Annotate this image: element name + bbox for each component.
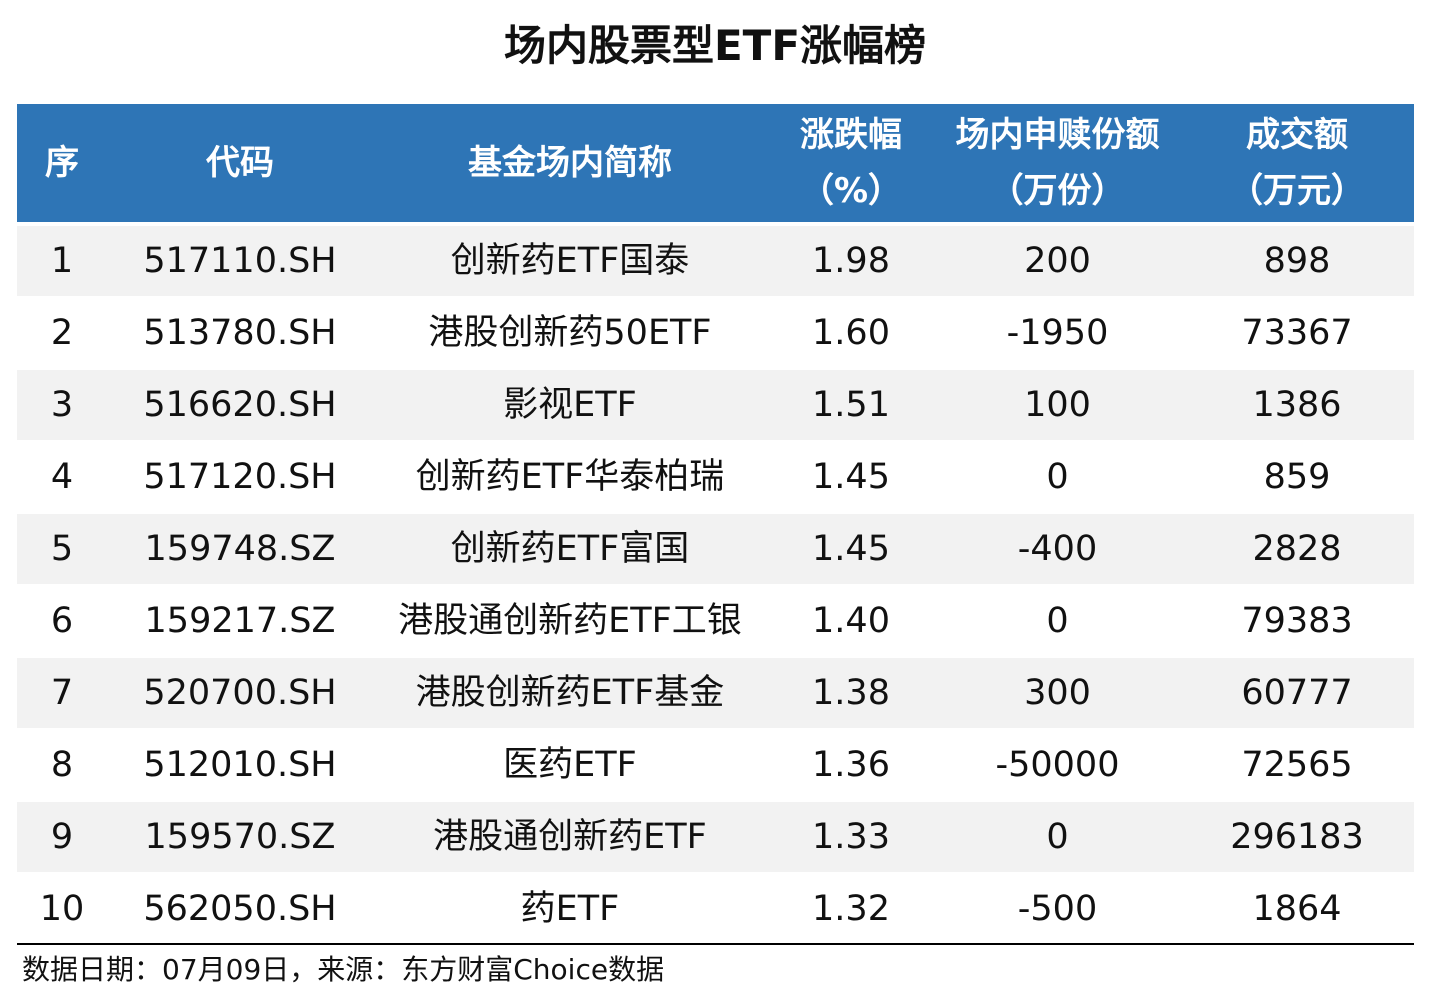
table-row: 8 512010.SH 医药ETF 1.36 -50000 72565 (17, 730, 1414, 800)
table-rule (17, 943, 1414, 945)
table-cell: 创新药ETF华泰柏瑞 (415, 457, 725, 497)
header-text: 成交额 (1246, 115, 1348, 155)
table-cell: 516620.SH (143, 385, 337, 425)
table-cell: -500 (1017, 889, 1098, 929)
table-header: 序 代码 基金场内简称 涨跌幅 （%） 场内申赎份额 （万份） 成交额 （万元） (17, 104, 1414, 222)
table-cell: -50000 (995, 745, 1120, 785)
table-cell: 79383 (1241, 601, 1353, 641)
table-cell: 300 (1024, 673, 1091, 713)
table-cell: 100 (1024, 385, 1091, 425)
table-cell: 1386 (1252, 385, 1342, 425)
table-cell: 港股创新药50ETF (428, 313, 712, 353)
table-cell: 0 (1046, 817, 1069, 857)
table-cell: 60777 (1241, 673, 1353, 713)
table-cell: 0 (1046, 601, 1069, 641)
table-cell: 1.40 (812, 601, 890, 641)
table-row: 1 517110.SH 创新药ETF国泰 1.98 200 898 (17, 226, 1414, 296)
table-cell: 9 (50, 817, 74, 857)
table-cell: 73367 (1241, 313, 1353, 353)
table-cell: 7 (50, 673, 74, 713)
header-cell: 基金场内简称 (373, 104, 767, 222)
table-cell: 1864 (1252, 889, 1342, 929)
table-cell: 72565 (1241, 745, 1353, 785)
header-text: （万元） (1229, 171, 1365, 211)
table-cell: 512010.SH (143, 745, 337, 785)
footer-note: 数据日期：07月09日，来源：东方财富Choice数据 (22, 953, 665, 986)
table-cell: 医药ETF (503, 745, 637, 785)
table-cell: 2 (50, 313, 74, 353)
table-cell: 创新药ETF国泰 (450, 241, 690, 281)
header-text: （%） (799, 171, 903, 211)
table-cell: 1.60 (812, 313, 890, 353)
table-cell: 200 (1024, 241, 1091, 281)
table-cell: 4 (50, 457, 74, 497)
table-cell: 562050.SH (143, 889, 337, 929)
table-cell: 港股通创新药ETF工银 (398, 601, 742, 641)
table-cell: 517110.SH (143, 241, 337, 281)
header-text: 基金场内简称 (468, 143, 672, 183)
table-cell: 药ETF (520, 889, 620, 929)
table-cell: 2828 (1252, 529, 1342, 569)
table-cell: 3 (50, 385, 74, 425)
table-cell: 0 (1046, 457, 1069, 497)
header-cell: 涨跌幅 （%） (767, 104, 935, 222)
table-cell: 1 (50, 241, 74, 281)
table-cell: 1.32 (812, 889, 890, 929)
table-row: 9 159570.SZ 港股通创新药ETF 1.33 0 296183 (17, 802, 1414, 872)
header-text: 代码 (206, 143, 274, 183)
table-row: 5 159748.SZ 创新药ETF富国 1.45 -400 2828 (17, 514, 1414, 584)
table-cell: 港股通创新药ETF (433, 817, 707, 857)
header-text: 场内申赎份额 (955, 115, 1160, 155)
header-cell: 场内申赎份额 （万份） (935, 104, 1180, 222)
table-cell: 1.51 (812, 385, 890, 425)
table-cell: 1.98 (812, 241, 890, 281)
header-cell: 代码 (107, 104, 373, 222)
header-text: 涨跌幅 (800, 115, 902, 155)
table-cell: 港股创新药ETF基金 (415, 673, 725, 713)
header-text: 序 (45, 143, 79, 183)
table-cell: -400 (1017, 529, 1098, 569)
table-row: 3 516620.SH 影视ETF 1.51 100 1386 (17, 370, 1414, 440)
table-cell: 1.36 (812, 745, 890, 785)
table-cell: 1.38 (812, 673, 890, 713)
table-row: 4 517120.SH 创新药ETF华泰柏瑞 1.45 0 859 (17, 442, 1414, 512)
table-cell: 1.45 (812, 529, 890, 569)
table-cell: 影视ETF (503, 385, 637, 425)
title: 场内股票型ETF涨幅榜 (503, 21, 927, 70)
table-cell: 159748.SZ (144, 529, 336, 569)
header-text: （万份） (989, 171, 1126, 211)
table-cell: 1.45 (812, 457, 890, 497)
table-row: 2 513780.SH 港股创新药50ETF 1.60 -1950 73367 (17, 298, 1414, 368)
table-cell: 6 (50, 601, 74, 641)
header-cell: 序 (17, 104, 107, 222)
table-cell: 859 (1263, 457, 1331, 497)
table-cell: 创新药ETF富国 (450, 529, 690, 569)
table-row: 7 520700.SH 港股创新药ETF基金 1.38 300 60777 (17, 658, 1414, 728)
table-cell: 1.33 (812, 817, 890, 857)
table-cell: 5 (50, 529, 74, 569)
table-cell: 10 (39, 889, 85, 929)
table-cell: 513780.SH (143, 313, 337, 353)
table-cell: 520700.SH (143, 673, 337, 713)
table-row: 6 159217.SZ 港股通创新药ETF工银 1.40 0 79383 (17, 586, 1414, 656)
table-cell: 898 (1263, 241, 1331, 281)
table-cell: 8 (50, 745, 74, 785)
table-cell: -1950 (1006, 313, 1109, 353)
table-cell: 159217.SZ (144, 601, 336, 641)
header-cell: 成交额 （万元） (1180, 104, 1414, 222)
table-cell: 159570.SZ (144, 817, 336, 857)
table-row: 10 562050.SH 药ETF 1.32 -500 1864 (17, 874, 1414, 944)
table-cell: 296183 (1230, 817, 1364, 857)
table-cell: 517120.SH (143, 457, 337, 497)
